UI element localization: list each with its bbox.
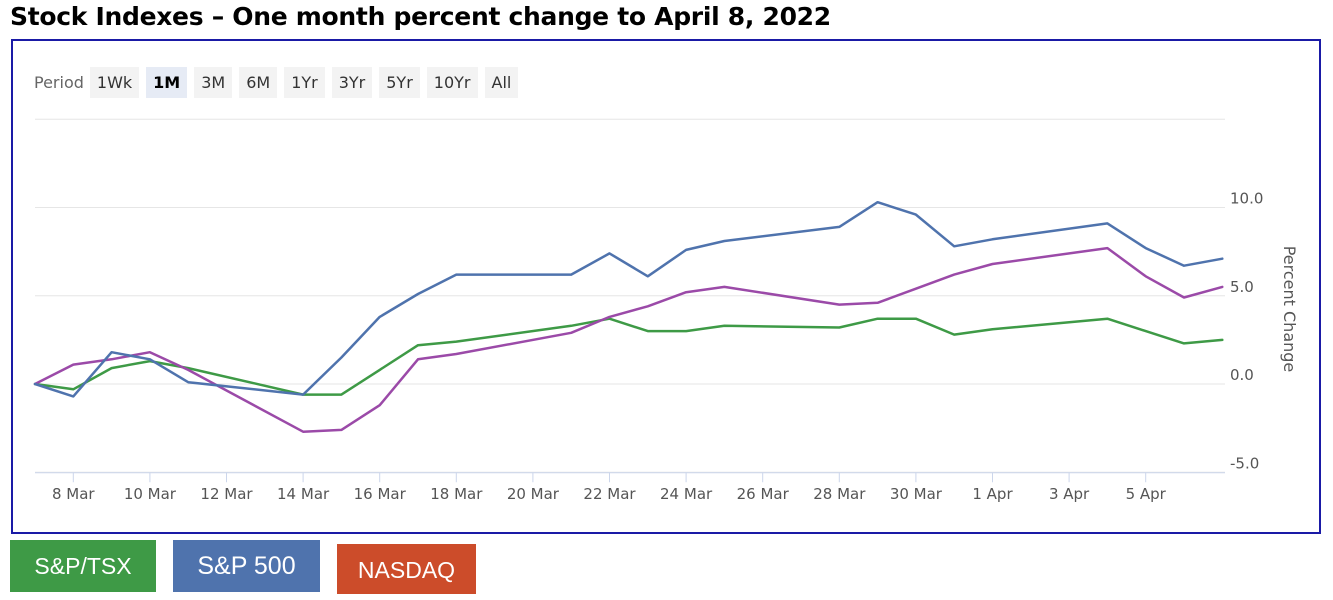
line-chart: 8 Mar 10 Mar 12 Mar 14 Mar 16 Mar 18 Mar 20 Ma… (33, 118, 1299, 503)
page-title: Stock Indexes – One month percent change… (10, 2, 831, 31)
period-button-6m[interactable]: 6M (239, 67, 278, 98)
x-tick-label: 20 Mar (507, 485, 560, 503)
x-tick-label: 3 Apr (1049, 485, 1090, 503)
x-tick-label: 16 Mar (354, 485, 407, 503)
legend-button-nasdaq[interactable]: NASDAQ (337, 544, 476, 594)
period-button-1m[interactable]: 1M (146, 67, 188, 98)
y-tick-label: 5.0 (1230, 278, 1254, 296)
y-tick-label: 10.0 (1230, 190, 1263, 208)
period-button-3m[interactable]: 3M (194, 67, 233, 98)
period-label: Period (34, 73, 84, 92)
series-lines (33, 200, 1224, 433)
x-tick-label: 10 Mar (124, 485, 177, 503)
x-axis-ticks: 8 Mar 10 Mar 12 Mar 14 Mar 16 Mar 18 Mar 20 Ma… (52, 472, 1167, 503)
x-tick-label: 24 Mar (660, 485, 713, 503)
period-button-1yr[interactable]: 1Yr (284, 67, 325, 98)
x-tick-label: 12 Mar (200, 485, 253, 503)
x-tick-label: 14 Mar (277, 485, 330, 503)
chart-frame: 8 Mar 10 Mar 12 Mar 14 Mar 16 Mar 18 Mar 20 Ma… (11, 39, 1321, 534)
y-axis-title: Percent Change (1280, 246, 1299, 373)
y-tick-label: -5.0 (1230, 454, 1259, 472)
period-button-3yr[interactable]: 3Yr (331, 67, 373, 98)
period-selector: Period 1Wk 1M 3M 6M 1Yr 3Yr 5Yr 10Yr All (33, 67, 525, 98)
period-button-5yr[interactable]: 5Yr (379, 67, 420, 98)
x-tick-label: 22 Mar (583, 485, 636, 503)
grid-lines (35, 118, 1225, 474)
series-line-nasdaq[interactable] (33, 246, 1224, 433)
x-tick-label: 5 Apr (1126, 485, 1167, 503)
y-axis-ticks: -5.0 0.0 5.0 10.0 (1230, 190, 1263, 473)
x-tick-label: 8 Mar (52, 485, 95, 503)
y-tick-label: 0.0 (1230, 366, 1254, 384)
x-tick-label: 30 Mar (890, 485, 943, 503)
x-tick-label: 26 Mar (737, 485, 790, 503)
period-button-1wk[interactable]: 1Wk (89, 67, 140, 98)
period-button-10yr[interactable]: 10Yr (426, 67, 478, 98)
series-line-s-p-500[interactable] (33, 200, 1224, 398)
legend-button-sp500[interactable]: S&P 500 (173, 540, 320, 592)
x-tick-label: 18 Mar (430, 485, 483, 503)
x-tick-label: 1 Apr (972, 485, 1013, 503)
x-tick-label: 28 Mar (813, 485, 866, 503)
legend-button-tsx[interactable]: S&P/TSX (10, 540, 156, 592)
period-button-all[interactable]: All (484, 67, 519, 98)
